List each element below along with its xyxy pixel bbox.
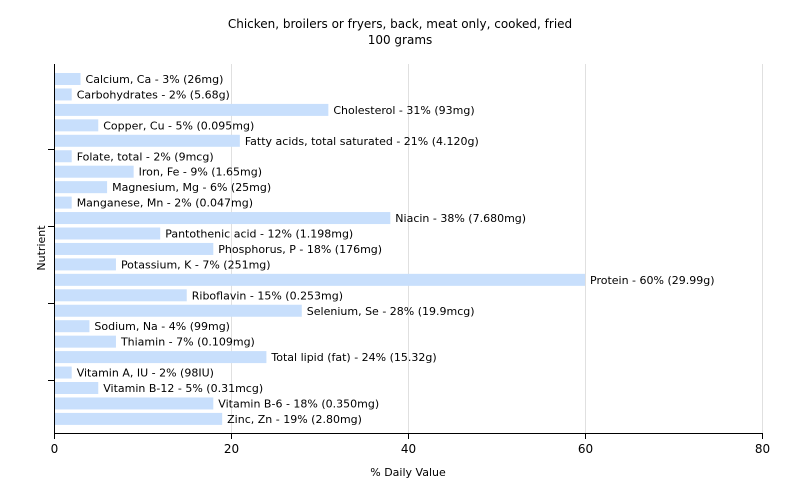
bar-label: Pantothenic acid - 12% (1.198mg) bbox=[165, 228, 353, 241]
bar bbox=[55, 196, 72, 209]
chart-title: Chicken, broilers or fryers, back, meat … bbox=[228, 17, 572, 31]
bar bbox=[55, 212, 391, 225]
bar bbox=[55, 134, 240, 147]
bar-label: Cholesterol - 31% (93mg) bbox=[333, 104, 474, 117]
chart-subtitle: 100 grams bbox=[368, 33, 433, 47]
bar-label: Calcium, Ca - 3% (26mg) bbox=[86, 73, 224, 86]
bar bbox=[55, 397, 214, 410]
bar-label: Riboflavin - 15% (0.253mg) bbox=[192, 289, 343, 302]
bar-label: Folate, total - 2% (9mcg) bbox=[77, 150, 214, 163]
bar bbox=[55, 258, 116, 271]
bar bbox=[55, 150, 72, 163]
bars bbox=[55, 73, 585, 425]
bar-label: Carbohydrates - 2% (5.68g) bbox=[77, 88, 230, 101]
bar bbox=[55, 165, 134, 178]
bar-label: Phosphorus, P - 18% (176mg) bbox=[218, 243, 382, 256]
bar bbox=[55, 412, 223, 425]
bar-label: Fatty acids, total saturated - 21% (4.12… bbox=[245, 135, 479, 148]
bar bbox=[55, 351, 267, 364]
bar-label: Copper, Cu - 5% (0.095mg) bbox=[103, 119, 254, 132]
bar bbox=[55, 88, 72, 101]
bar-label: Vitamin A, IU - 2% (98IU) bbox=[77, 367, 214, 380]
grid-lines bbox=[231, 64, 763, 433]
x-tick-label: 80 bbox=[755, 442, 770, 456]
x-tick-label: 40 bbox=[401, 442, 416, 456]
bar-label: Vitamin B-12 - 5% (0.31mcg) bbox=[103, 382, 263, 395]
bar bbox=[55, 242, 214, 255]
bar bbox=[55, 320, 90, 333]
x-tick-label: 0 bbox=[51, 442, 59, 456]
bar bbox=[55, 335, 116, 348]
bar bbox=[55, 304, 302, 317]
bar-label: Protein - 60% (29.99g) bbox=[590, 274, 715, 287]
bar bbox=[55, 119, 99, 132]
bar-label: Selenium, Se - 28% (19.9mcg) bbox=[307, 305, 475, 318]
bar-labels: Calcium, Ca - 3% (26mg) Carbohydrates - 2… bbox=[77, 73, 715, 426]
bar-label: Potassium, K - 7% (251mg) bbox=[121, 258, 271, 271]
bar-label: Manganese, Mn - 2% (0.047mg) bbox=[77, 197, 253, 210]
bar-label: Magnesium, Mg - 6% (25mg) bbox=[112, 181, 271, 194]
y-axis-label: Nutrient bbox=[35, 225, 48, 271]
bar bbox=[55, 227, 161, 240]
x-tick-label: 20 bbox=[224, 442, 239, 456]
bar-label: Total lipid (fat) - 24% (15.32g) bbox=[270, 351, 436, 364]
bar-label: Sodium, Na - 4% (99mg) bbox=[94, 320, 230, 333]
bar bbox=[55, 103, 329, 116]
bar-label: Zinc, Zn - 19% (2.80mg) bbox=[227, 413, 362, 426]
x-tick-label: 60 bbox=[578, 442, 593, 456]
bar bbox=[55, 366, 72, 379]
bar-label: Vitamin B-6 - 18% (0.350mg) bbox=[218, 397, 379, 410]
x-axis-label: % Daily Value bbox=[370, 466, 446, 479]
bar-label: Niacin - 38% (7.680mg) bbox=[395, 212, 526, 225]
bar bbox=[55, 273, 585, 286]
axes: 0 20 40 60 80 bbox=[48, 64, 770, 456]
bar-label: Iron, Fe - 9% (1.65mg) bbox=[139, 166, 262, 179]
bar-label: Thiamin - 7% (0.109mg) bbox=[120, 336, 255, 349]
bar bbox=[55, 289, 187, 302]
bar bbox=[55, 181, 108, 194]
bar bbox=[55, 73, 81, 85]
bar bbox=[55, 382, 99, 394]
